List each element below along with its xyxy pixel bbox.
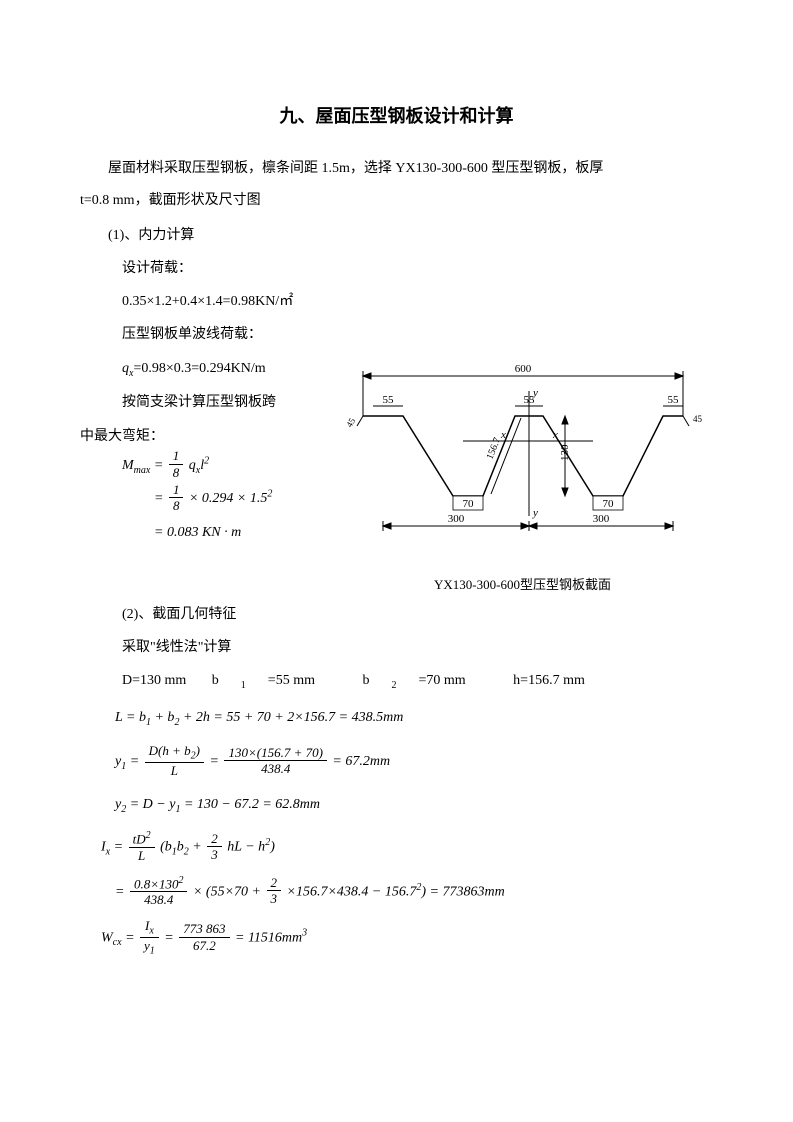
intro-line-2: t=0.8 mm，截面形状及尺寸图 xyxy=(80,188,713,213)
cross-section-diagram: 600 55 55 55 45 xyxy=(332,356,713,597)
mmax-formula: Mmax = 18 qxl2 = 18 × 0.294 × 1.52 = 0.0… xyxy=(122,449,320,550)
moment-desc-b: 中最大弯矩： xyxy=(80,424,320,449)
svg-text:55: 55 xyxy=(667,394,679,406)
svg-text:156.7: 156.7 xyxy=(484,436,503,461)
formula-L: L = b1 + b2 + 2h = 55 + 70 + 2×156.7 = 4… xyxy=(115,703,713,734)
intro-line-1: 屋面材料采取压型钢板，檩条间距 1.5m，选择 YX130-300-600 型压… xyxy=(80,156,713,181)
svg-text:y: y xyxy=(532,507,538,519)
formula-Ix-1: Ix = tD2 L (b1b2 + 23 hL − h2) xyxy=(101,830,713,865)
section-2-heading: (2)、截面几何特征 xyxy=(122,602,713,627)
design-load-label: 设计荷载： xyxy=(122,256,713,281)
line-load-label: 压型钢板单波线荷载： xyxy=(122,322,713,347)
design-load-calc: 0.35×1.2+0.4×1.4=0.98KN/㎡ xyxy=(122,289,713,314)
svg-text:70: 70 xyxy=(462,498,474,510)
formula-Wcx: Wcx = Ix y1 = 773 86367.2 = 11516mm3 xyxy=(101,919,713,957)
svg-text:130: 130 xyxy=(559,444,571,461)
page-title: 九、屋面压型钢板设计和计算 xyxy=(80,100,713,132)
svg-text:x: x xyxy=(500,429,506,441)
svg-text:45: 45 xyxy=(693,414,703,424)
svg-text:y: y xyxy=(532,387,538,399)
svg-text:300: 300 xyxy=(592,513,609,525)
diagram-caption: YX130-300-600型压型钢板截面 xyxy=(332,573,713,596)
linear-method-label: 采取"线性法"计算 xyxy=(122,635,713,660)
moment-desc-a: 按简支梁计算压型钢板跨 xyxy=(122,390,320,415)
geometry-params: D=130 mm b1=55 mm b2=70 mm h=156.7 mm xyxy=(122,668,713,695)
formula-y1: y1 = D(h + b2) L = 130×(156.7 + 70)438.4… xyxy=(115,744,713,779)
svg-text:x: x xyxy=(552,429,558,441)
svg-text:70: 70 xyxy=(602,498,614,510)
svg-text:600: 600 xyxy=(514,363,531,375)
formula-Ix-2: = 0.8×1302 438.4 × (55×70 + 23 ×156.7×43… xyxy=(115,875,713,910)
qx-value: qx=0.98×0.3=0.294KN/m xyxy=(122,356,320,383)
svg-text:55: 55 xyxy=(382,394,394,406)
svg-text:45: 45 xyxy=(344,415,357,428)
formula-y2: y2 = D − y1 = 130 − 67.2 = 62.8mm xyxy=(115,790,713,821)
svg-text:300: 300 xyxy=(447,513,464,525)
section-1-heading: (1)、内力计算 xyxy=(108,223,713,248)
